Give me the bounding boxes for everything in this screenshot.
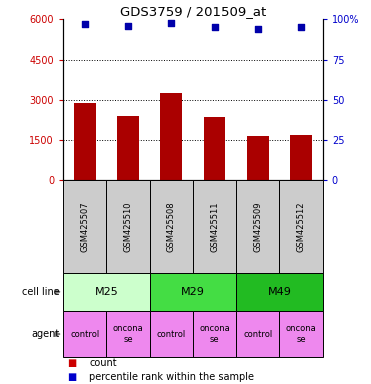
Bar	[150, 180, 193, 273]
Bar	[236, 311, 279, 357]
Bar	[279, 311, 323, 357]
Text: cell line: cell line	[22, 287, 59, 297]
Text: control: control	[243, 329, 272, 339]
Point	[82, 21, 88, 27]
Bar	[63, 180, 106, 273]
Text: GSM425507: GSM425507	[80, 201, 89, 252]
Text: GSM425511: GSM425511	[210, 201, 219, 252]
Text: oncona
se: oncona se	[286, 324, 316, 344]
Point	[255, 26, 261, 32]
Bar	[74, 103, 96, 180]
Text: M49: M49	[267, 287, 292, 297]
Text: ■: ■	[67, 372, 76, 382]
Bar	[63, 311, 106, 357]
Point	[168, 20, 174, 26]
Bar	[193, 180, 236, 273]
Bar	[247, 136, 269, 180]
Text: GSM425509: GSM425509	[253, 201, 262, 252]
Bar	[63, 273, 150, 311]
Bar	[150, 311, 193, 357]
Text: GSM425512: GSM425512	[297, 201, 306, 252]
Text: agent: agent	[31, 329, 59, 339]
Text: M29: M29	[181, 287, 205, 297]
Bar	[279, 180, 323, 273]
Text: oncona
se: oncona se	[199, 324, 230, 344]
Title: GDS3759 / 201509_at: GDS3759 / 201509_at	[120, 5, 266, 18]
Text: control: control	[70, 329, 99, 339]
Text: M25: M25	[95, 287, 118, 297]
Bar	[161, 93, 182, 180]
Bar	[106, 180, 150, 273]
Point	[298, 24, 304, 30]
Bar	[236, 180, 279, 273]
Text: percentile rank within the sample: percentile rank within the sample	[89, 372, 254, 382]
Bar	[106, 311, 150, 357]
Bar	[150, 273, 236, 311]
Text: GSM425510: GSM425510	[124, 201, 132, 252]
Text: GSM425508: GSM425508	[167, 201, 176, 252]
Bar	[236, 273, 323, 311]
Text: count: count	[89, 358, 116, 368]
Text: ■: ■	[67, 358, 76, 368]
Text: control: control	[157, 329, 186, 339]
Bar	[193, 311, 236, 357]
Point	[211, 24, 217, 30]
Bar	[204, 118, 226, 180]
Bar	[290, 135, 312, 180]
Bar	[117, 116, 139, 180]
Point	[125, 23, 131, 29]
Text: oncona
se: oncona se	[113, 324, 143, 344]
